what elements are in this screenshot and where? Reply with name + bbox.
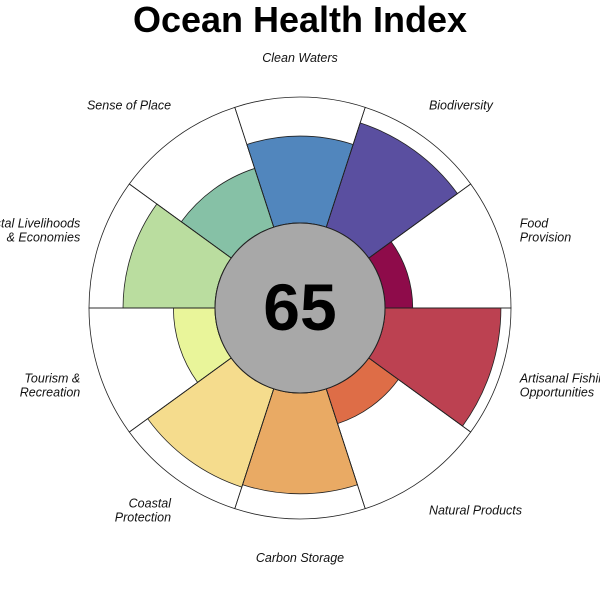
petal-label-line: Natural Products — [429, 503, 522, 517]
petal-label-7: Carbon Storage — [256, 551, 344, 565]
petal-label-0: Food Provision — [520, 217, 571, 245]
petal-label-6: Coastal Protection — [115, 496, 172, 524]
petal-label-9: Artisanal FishingOpportunities — [519, 371, 600, 399]
petal-9 — [368, 307, 502, 427]
petal-label-5: Tourism & Recreation — [20, 371, 80, 399]
petal-label-line: & Economies — [7, 231, 81, 245]
petal-label-line: Provision — [520, 231, 571, 245]
petals-layer — [122, 122, 502, 495]
petal-label-line: Clean Waters — [262, 51, 338, 65]
petal-label-line: Artisanal Fishing — [519, 371, 600, 385]
petal-label-line: Protection — [115, 510, 171, 524]
petal-label-line: Recreation — [20, 385, 80, 399]
chart-title: Ocean Health Index — [132, 0, 468, 40]
petal-label-line: Coastal Livelihoods — [0, 217, 80, 231]
labels-layer: Food Provision Biodiversity Clean Waters Sen… — [0, 51, 600, 565]
center-score-circle — [214, 222, 386, 394]
petal-label-line: Carbon Storage — [256, 551, 344, 565]
petal-label-2: Clean Waters — [262, 51, 338, 65]
petal-label-line: Opportunities — [520, 385, 594, 399]
center-score: 65 — [263, 270, 336, 344]
petal-label-8: Natural Products — [429, 503, 522, 517]
petal-label-4: Coastal Livelihoods& Economies — [0, 217, 80, 245]
petal-label-1: Biodiversity — [429, 99, 494, 113]
petal-label-3: Sense of Place — [87, 99, 171, 113]
petal-label-line: Tourism & — [24, 371, 80, 385]
petal-label-line: Sense of Place — [87, 99, 171, 113]
petal-label-line: Coastal — [129, 496, 173, 510]
petal-label-line: Biodiversity — [429, 99, 494, 113]
petal-label-line: Food — [520, 217, 550, 231]
